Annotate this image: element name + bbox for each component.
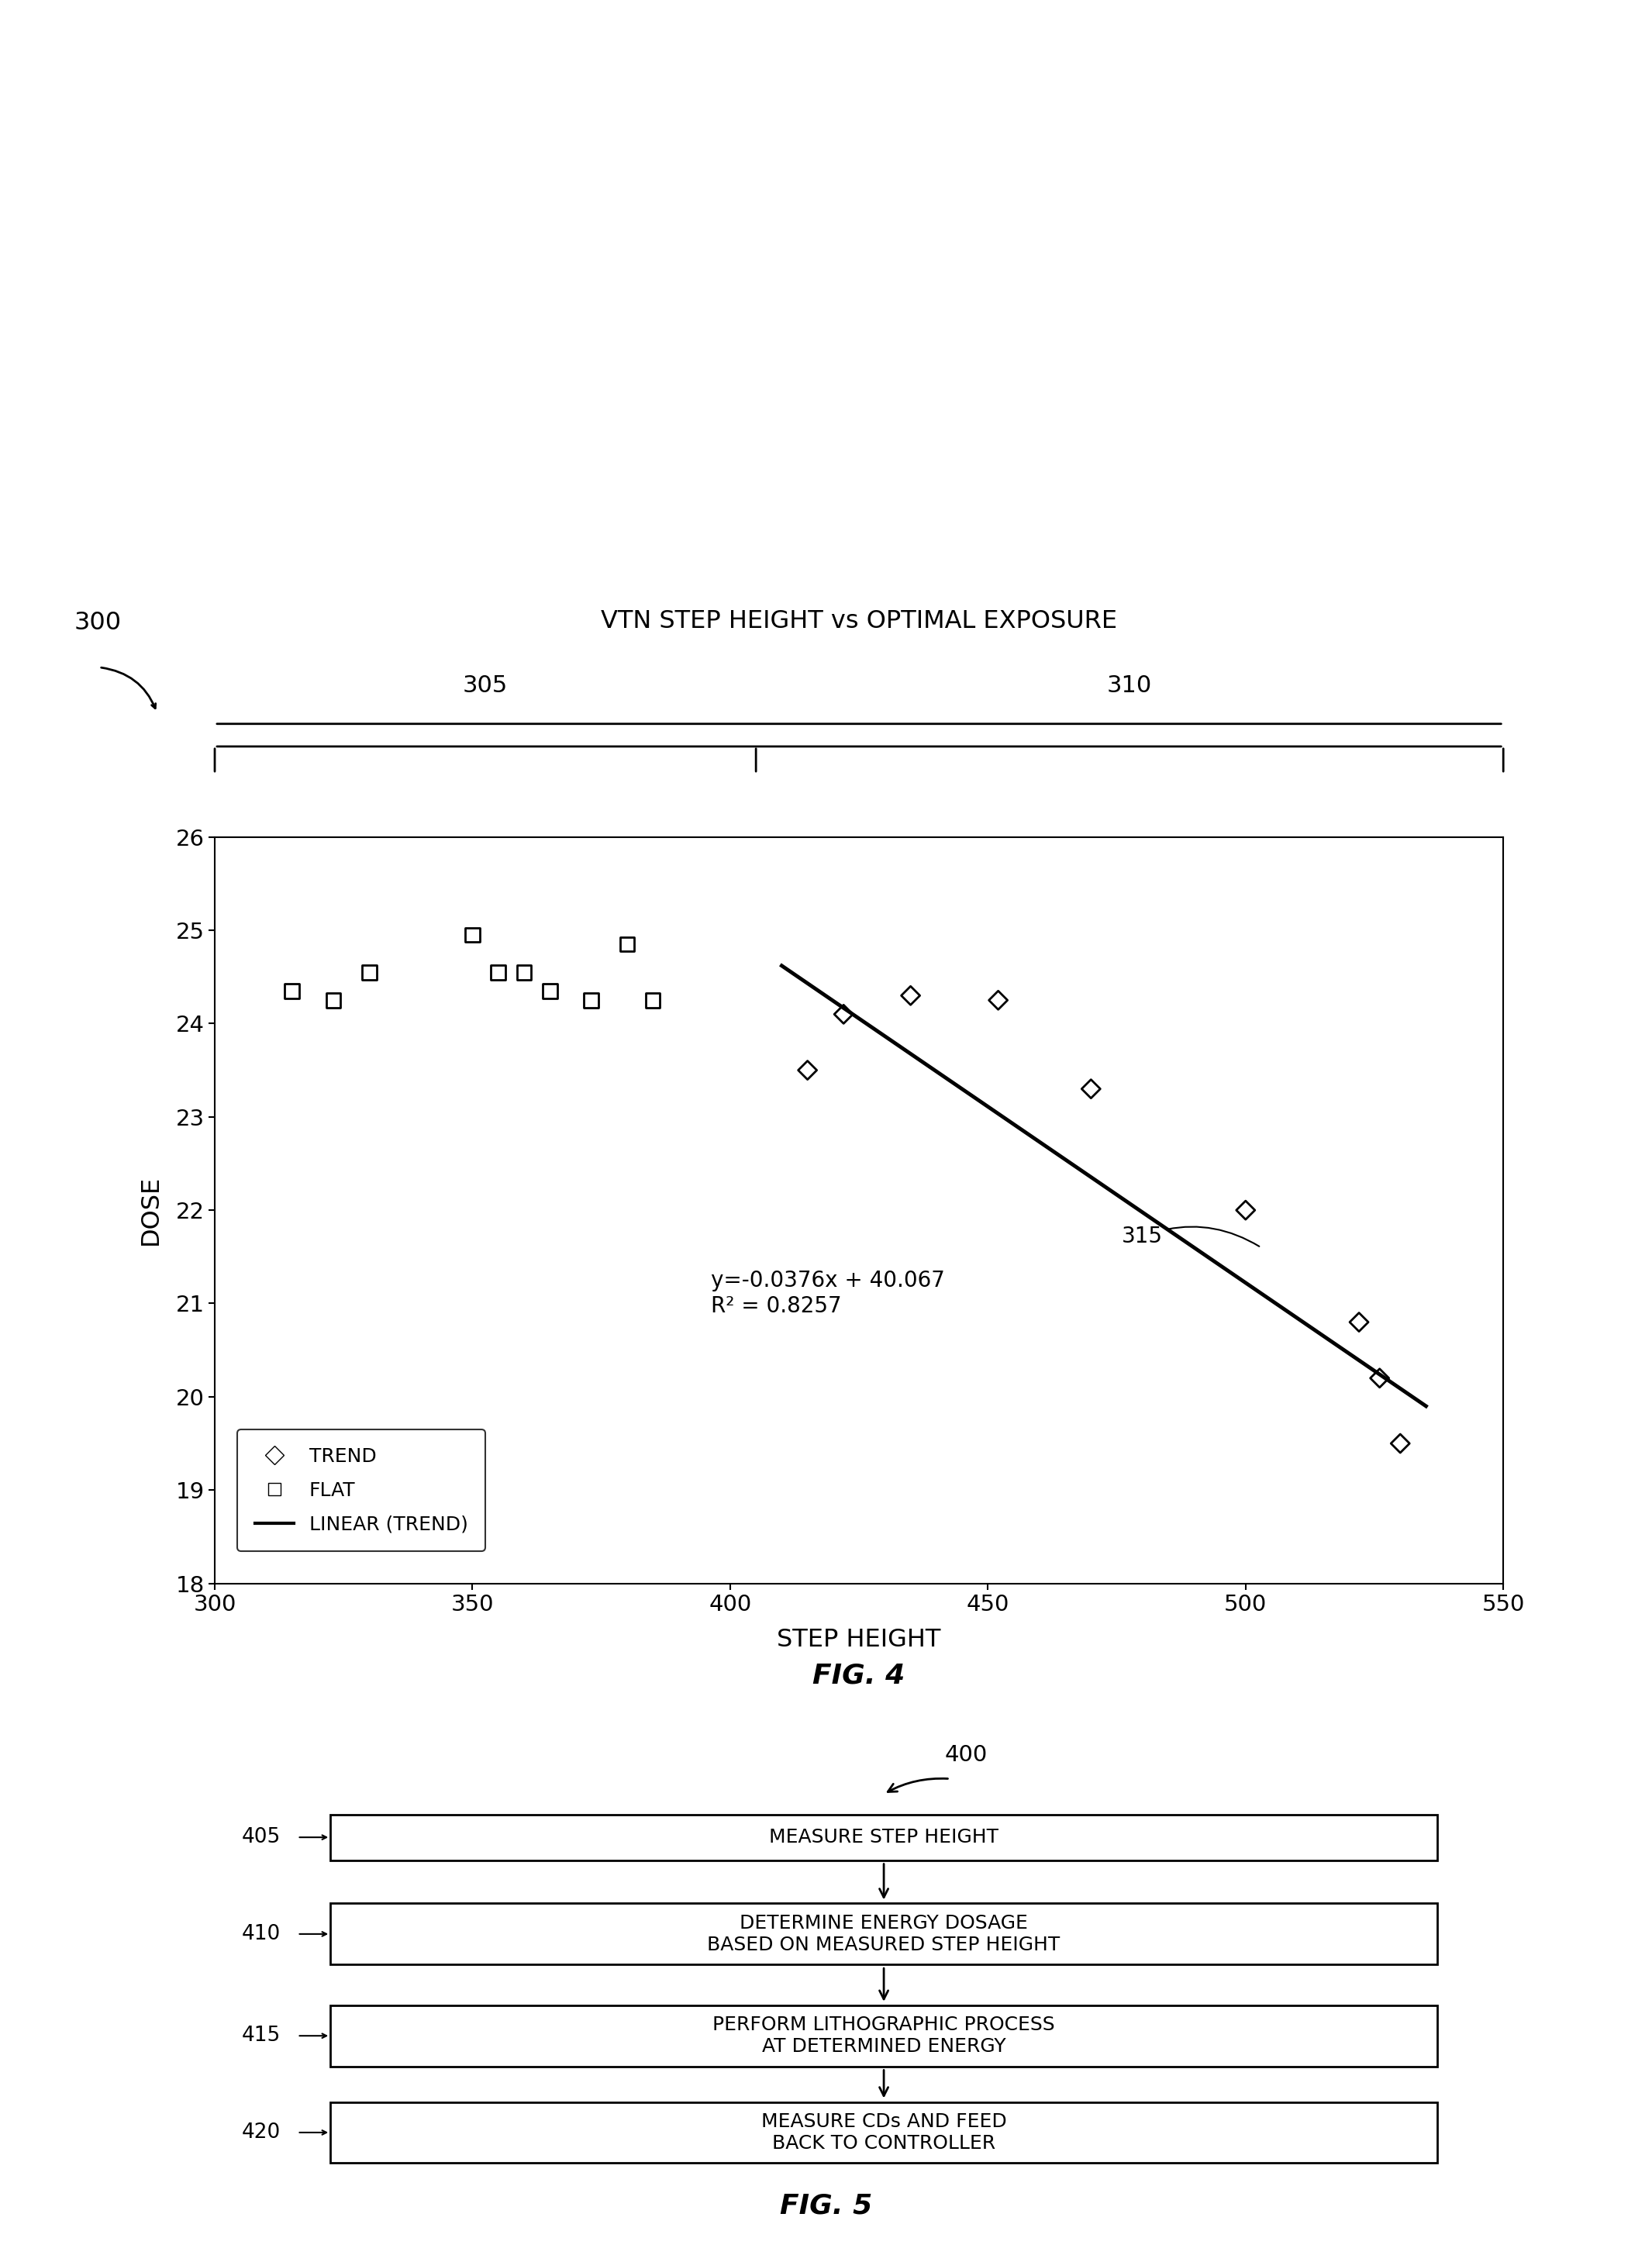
FancyBboxPatch shape xyxy=(330,2101,1437,2162)
Text: FIG. 4: FIG. 4 xyxy=(813,1663,905,1690)
Point xyxy=(510,955,537,991)
Point xyxy=(1366,1359,1393,1396)
Text: 420: 420 xyxy=(241,2122,281,2142)
Legend: TREND, FLAT, LINEAR (TREND): TREND, FLAT, LINEAR (TREND) xyxy=(238,1430,486,1552)
Text: 305: 305 xyxy=(463,674,507,697)
Point xyxy=(795,1052,821,1088)
Point xyxy=(1346,1303,1373,1339)
Point xyxy=(831,995,857,1031)
Point xyxy=(537,973,563,1009)
Text: 300: 300 xyxy=(74,611,122,636)
Text: 415: 415 xyxy=(241,2027,281,2045)
Point xyxy=(1388,1425,1414,1461)
Text: VTN STEP HEIGHT vs OPTIMAL EXPOSURE: VTN STEP HEIGHT vs OPTIMAL EXPOSURE xyxy=(601,608,1117,633)
Point xyxy=(985,982,1011,1018)
Point xyxy=(578,982,605,1018)
Text: MEASURE STEP HEIGHT: MEASURE STEP HEIGHT xyxy=(770,1828,998,1846)
Point xyxy=(897,977,923,1013)
Point xyxy=(357,955,383,991)
Text: DETERMINE ENERGY DOSAGE
BASED ON MEASURED STEP HEIGHT: DETERMINE ENERGY DOSAGE BASED ON MEASURE… xyxy=(707,1914,1061,1954)
Point xyxy=(486,955,512,991)
Text: 310: 310 xyxy=(1107,674,1151,697)
Point xyxy=(320,982,347,1018)
FancyBboxPatch shape xyxy=(330,1814,1437,1859)
FancyBboxPatch shape xyxy=(330,2004,1437,2067)
Text: 315: 315 xyxy=(1122,1226,1259,1246)
Y-axis label: DOSE: DOSE xyxy=(139,1176,164,1244)
Text: PERFORM LITHOGRAPHIC PROCESS
AT DETERMINED ENERGY: PERFORM LITHOGRAPHIC PROCESS AT DETERMIN… xyxy=(712,2015,1056,2056)
Point xyxy=(459,916,486,952)
FancyBboxPatch shape xyxy=(330,1905,1437,1963)
Point xyxy=(279,973,306,1009)
Text: 410: 410 xyxy=(241,1925,281,1943)
Text: 400: 400 xyxy=(945,1744,988,1767)
Point xyxy=(1077,1070,1104,1106)
Text: FIG. 5: FIG. 5 xyxy=(780,2192,872,2219)
Point xyxy=(639,982,666,1018)
Point xyxy=(1232,1192,1259,1228)
Text: 405: 405 xyxy=(241,1828,281,1848)
Point xyxy=(615,925,641,961)
Text: y=-0.0376x + 40.067
R² = 0.8257: y=-0.0376x + 40.067 R² = 0.8257 xyxy=(710,1269,945,1316)
X-axis label: STEP HEIGHT: STEP HEIGHT xyxy=(776,1629,942,1651)
Text: MEASURE CDs AND FEED
BACK TO CONTROLLER: MEASURE CDs AND FEED BACK TO CONTROLLER xyxy=(762,2113,1006,2153)
